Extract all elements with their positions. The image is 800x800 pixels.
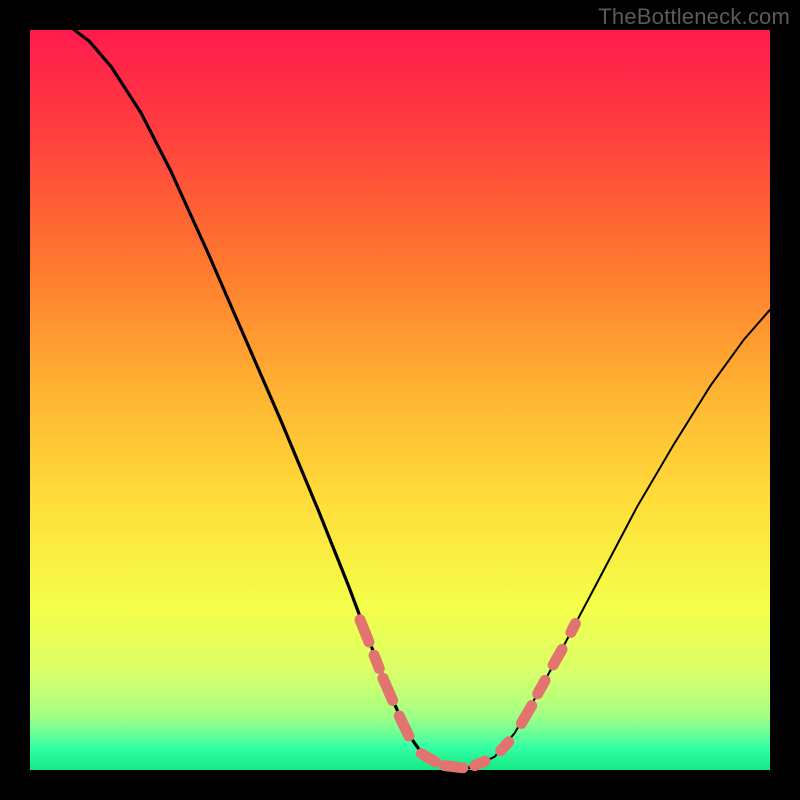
highlight-dash [421,754,435,762]
curve-layer [30,30,770,770]
highlight-dash [571,623,575,632]
highlight-dash [399,716,409,736]
highlight-dash [475,761,485,765]
watermark-text: TheBottleneck.com [598,4,790,30]
plot-area [30,30,770,770]
chart-stage: TheBottleneck.com [0,0,800,800]
bottleneck-curve-right [474,310,770,767]
highlight-dash [374,655,379,668]
highlight-dash [383,678,393,700]
highlight-dash [360,620,369,642]
highlight-dash [444,766,463,768]
highlight-dash [553,649,562,665]
bottleneck-curve [74,30,474,769]
highlight-dash [538,680,545,693]
highlight-dash [501,742,509,751]
highlight-dashes [360,620,575,768]
highlight-dash [521,706,531,724]
